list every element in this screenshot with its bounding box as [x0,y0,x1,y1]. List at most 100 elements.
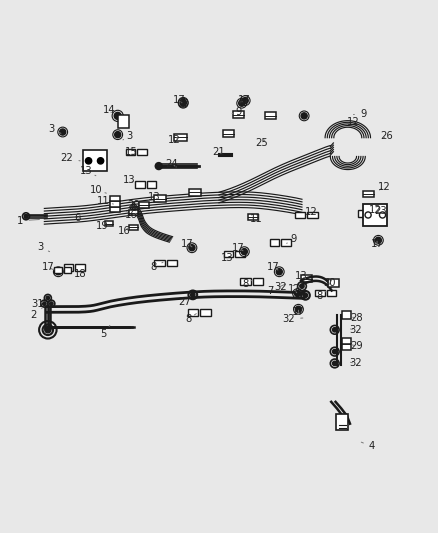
Circle shape [115,132,121,138]
Text: 16: 16 [124,210,137,220]
Bar [300,276,312,282]
Text: 13: 13 [123,175,136,185]
Text: 5: 5 [100,326,110,339]
Text: 13: 13 [221,253,233,263]
Bar [130,224,138,230]
Bar [167,260,177,266]
Circle shape [303,293,307,297]
Text: 17: 17 [181,239,194,249]
Circle shape [42,302,46,305]
Text: 17: 17 [288,284,300,294]
Circle shape [294,290,300,297]
Text: 6: 6 [74,214,80,223]
Text: 18: 18 [74,269,86,279]
Text: 8: 8 [242,279,252,289]
Bar [139,202,149,208]
Bar [174,134,187,141]
Bar [363,191,374,197]
Text: 32: 32 [283,314,303,324]
Bar [189,189,201,196]
Bar [342,311,351,319]
Bar [270,239,279,246]
Text: 13: 13 [148,192,161,201]
Bar [281,239,290,246]
Circle shape [241,248,247,255]
Bar [336,414,348,430]
Circle shape [332,361,337,366]
Circle shape [180,99,186,106]
Text: 11: 11 [97,196,113,206]
Circle shape [375,237,381,244]
Text: 3: 3 [37,242,49,252]
Circle shape [180,100,186,106]
Text: 16: 16 [117,225,130,236]
Text: 27: 27 [179,297,191,308]
Text: 4: 4 [361,441,375,451]
Text: 3: 3 [123,131,133,141]
Text: 8: 8 [185,313,196,324]
Circle shape [295,306,301,312]
Text: 21: 21 [212,147,225,157]
Bar [223,131,234,137]
Circle shape [300,284,304,288]
Text: 8: 8 [316,291,326,301]
Circle shape [189,245,195,251]
Circle shape [24,215,28,218]
Bar [233,111,244,118]
Bar [371,210,381,216]
Text: 31: 31 [32,298,44,309]
Bar [110,201,120,207]
Text: 17: 17 [173,95,185,104]
Circle shape [242,98,248,103]
Circle shape [85,158,92,164]
Bar [201,309,211,316]
Text: 10: 10 [89,185,106,195]
Bar [130,210,138,215]
Text: 20: 20 [127,199,140,209]
Circle shape [301,113,307,119]
Text: 12: 12 [378,182,390,192]
Circle shape [49,302,53,305]
Text: 7: 7 [267,284,286,295]
Text: 12: 12 [369,205,381,215]
Text: 32: 32 [349,325,361,335]
Bar [137,149,147,155]
Bar [265,112,276,119]
Bar [235,251,245,257]
Text: 13: 13 [80,166,96,176]
Text: 17: 17 [232,243,245,253]
Text: 12: 12 [305,207,318,217]
Text: 32: 32 [349,358,361,368]
Bar [154,260,165,266]
Circle shape [191,293,195,297]
Bar [315,289,325,296]
Circle shape [239,100,245,106]
Text: 15: 15 [124,147,137,157]
Circle shape [114,112,121,119]
Bar [75,264,85,271]
Text: 1: 1 [17,216,39,225]
Text: 12: 12 [347,117,360,127]
Bar [363,204,387,226]
Bar [327,289,336,296]
Bar [224,251,233,257]
Bar [253,278,263,285]
Text: 32: 32 [275,282,295,293]
Bar [342,338,351,344]
Circle shape [45,327,51,333]
Circle shape [46,296,49,300]
Text: 2: 2 [30,308,42,319]
Text: 29: 29 [350,341,363,351]
Text: 25: 25 [255,139,268,148]
Text: 30: 30 [323,278,335,288]
Text: 24: 24 [166,159,178,169]
Circle shape [276,269,283,275]
Bar [118,116,129,128]
Circle shape [60,129,66,135]
Text: 17: 17 [42,262,54,272]
Circle shape [332,328,337,332]
Circle shape [55,269,61,275]
Circle shape [155,163,162,169]
Bar [64,264,73,271]
Bar [147,181,156,188]
